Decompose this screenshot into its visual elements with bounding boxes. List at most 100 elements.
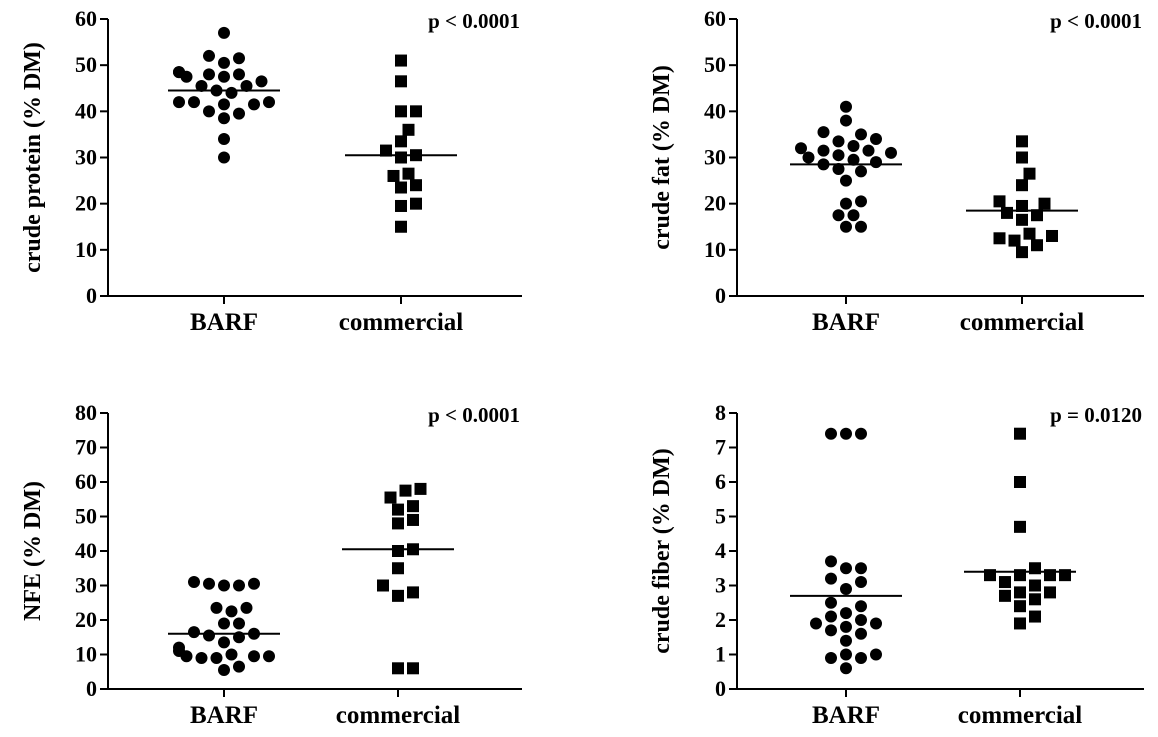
chart-protein: 0 10 20 30 40 50 60 BARF commercial crude protein… <box>0 0 579 366</box>
y-axis-title: crude fat (% DM) <box>649 65 675 250</box>
data-point-commercial <box>402 167 415 180</box>
data-point-barf <box>233 660 245 673</box>
data-point-commercial <box>1014 586 1026 599</box>
y-tick-label: 0 <box>715 283 726 308</box>
data-point-commercial <box>392 545 404 557</box>
y-tick-label: 40 <box>75 538 97 563</box>
data-point-barf <box>203 577 215 590</box>
data-point-barf <box>218 70 230 83</box>
data-point-commercial <box>1008 234 1021 247</box>
data-point-commercial <box>384 491 397 504</box>
data-point-barf <box>832 135 845 148</box>
data-point-barf <box>225 605 238 618</box>
y-tick-label: 40 <box>704 98 726 123</box>
data-point-barf <box>832 209 845 222</box>
data-point-barf <box>840 607 852 620</box>
data-point-commercial <box>1029 579 1041 592</box>
data-point-barf <box>225 86 238 99</box>
data-point-barf <box>840 220 852 233</box>
data-point-commercial <box>1031 239 1043 252</box>
data-point-commercial <box>410 179 422 192</box>
data-point-barf <box>218 56 230 69</box>
data-point-barf <box>210 601 223 614</box>
data-point-commercial <box>387 169 400 182</box>
data-point-commercial <box>1016 199 1028 212</box>
data-point-commercial <box>1014 617 1026 630</box>
data-point-barf <box>885 146 897 159</box>
data-point-commercial <box>392 589 404 602</box>
y-tick-label: 50 <box>704 52 726 77</box>
data-point-commercial <box>407 513 419 526</box>
data-point-barf <box>870 133 882 146</box>
p-value-annotation: p < 0.0001 <box>428 403 520 427</box>
data-point-barf <box>233 617 245 630</box>
data-point-barf <box>847 153 860 166</box>
data-point-barf <box>840 648 852 661</box>
data-point-barf <box>840 662 852 675</box>
data-point-barf <box>855 165 867 178</box>
data-point-barf <box>188 96 200 109</box>
data-point-barf <box>840 620 852 633</box>
data-point-commercial <box>999 589 1011 602</box>
data-point-barf <box>240 601 253 614</box>
data-point-barf <box>218 151 230 164</box>
y-tick-label: 30 <box>704 145 726 170</box>
data-point-commercial <box>1014 600 1026 613</box>
x-category-label: BARF <box>190 702 258 729</box>
data-point-barf <box>248 577 260 590</box>
data-point-commercial <box>395 75 407 88</box>
data-point-barf <box>840 427 852 440</box>
y-tick-label: 60 <box>75 469 97 494</box>
data-point-barf <box>203 105 215 118</box>
data-point-barf <box>862 144 875 157</box>
data-point-barf <box>233 52 245 65</box>
data-point-barf <box>840 582 852 595</box>
data-point-barf <box>825 624 837 637</box>
data-point-commercial <box>999 576 1011 589</box>
data-point-commercial <box>1029 593 1041 606</box>
data-point-commercial <box>414 482 427 495</box>
data-point-barf <box>840 114 852 127</box>
data-point-barf <box>173 66 185 79</box>
data-point-commercial <box>1014 427 1026 440</box>
data-point-commercial <box>392 503 404 516</box>
data-point-barf <box>825 610 837 623</box>
data-point-commercial <box>1029 610 1041 623</box>
data-point-barf <box>855 427 867 440</box>
data-point-barf <box>855 627 867 640</box>
data-point-barf <box>855 220 867 233</box>
data-point-commercial <box>1023 167 1036 180</box>
x-category-label: BARF <box>812 309 880 336</box>
y-tick-label: 8 <box>715 400 726 425</box>
data-point-commercial <box>399 484 412 497</box>
data-point-commercial <box>407 500 419 513</box>
data-point-barf <box>218 617 230 630</box>
data-point-barf <box>825 596 837 609</box>
y-tick-label: 5 <box>715 504 726 529</box>
data-point-barf <box>832 149 845 162</box>
data-point-commercial <box>392 662 404 675</box>
data-point-barf <box>263 650 275 663</box>
data-point-barf <box>832 163 845 176</box>
data-point-commercial <box>993 195 1006 208</box>
y-tick-label: 4 <box>715 538 726 563</box>
data-point-barf <box>173 96 185 109</box>
y-tick-label: 6 <box>715 469 726 494</box>
data-point-barf <box>855 128 867 141</box>
data-point-commercial <box>402 123 415 136</box>
data-point-commercial <box>395 105 407 118</box>
data-point-commercial <box>1016 246 1028 259</box>
data-point-barf <box>218 636 230 649</box>
data-point-commercial <box>1031 209 1043 222</box>
data-point-barf <box>203 49 215 62</box>
data-point-barf <box>233 68 245 81</box>
data-point-commercial <box>410 105 422 118</box>
y-tick-label: 2 <box>715 607 726 632</box>
data-point-commercial <box>407 662 419 675</box>
y-tick-label: 10 <box>75 642 97 667</box>
y-tick-label: 20 <box>75 191 97 216</box>
y-tick-label: 60 <box>704 6 726 31</box>
chart-nfe: 0 10 20 30 40 50 60 70 80 BARF commercial NFE (% DM… <box>0 366 579 732</box>
data-point-barf <box>218 579 230 592</box>
y-tick-label: 0 <box>86 283 97 308</box>
